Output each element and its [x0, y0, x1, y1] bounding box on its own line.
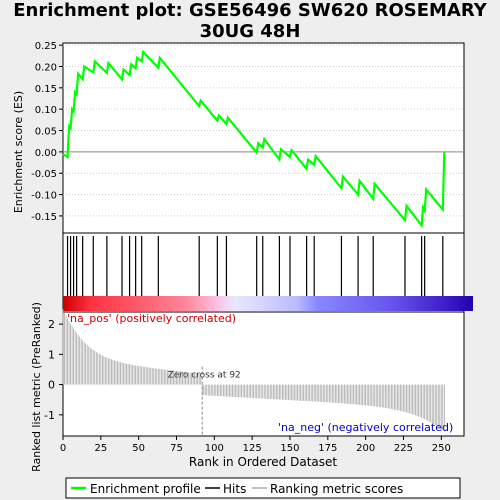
- es-y-tick-label: 0.25: [35, 41, 57, 52]
- legend-entry-hits: Hits: [223, 482, 246, 496]
- es-y-tick-label: 0.20: [35, 62, 57, 73]
- metric-y-axis-label: Ranked list metric (PreRanked): [30, 302, 43, 472]
- chart-title: Enrichment plot: GSE56496 SW620 ROSEMARY…: [0, 0, 500, 42]
- es-y-tick-label: -0.15: [31, 212, 57, 223]
- legend: Enrichment profile Hits Ranking metric s…: [65, 477, 461, 499]
- legend-entry-enrichment-profile: Enrichment profile: [90, 482, 201, 496]
- es-y-tick-label: 0.15: [35, 84, 57, 95]
- zero-cross-label: Zero cross at 92: [168, 371, 241, 381]
- x-tick-label: 75: [170, 443, 183, 454]
- chart-title-line-2: 30UG 48H: [199, 21, 301, 42]
- negative-correlated-label: 'na_neg' (negatively correlated): [278, 421, 453, 434]
- legend-entry-ranking-metric: Ranking metric scores: [270, 482, 403, 496]
- x-tick-label: 50: [132, 443, 145, 454]
- metric-y-tick-label: 2: [48, 318, 55, 331]
- x-tick-label: 200: [356, 443, 375, 454]
- x-tick-label: 225: [394, 443, 413, 454]
- es-y-tick-label: -0.05: [31, 169, 57, 180]
- x-tick-label: 175: [318, 443, 337, 454]
- rank-color-bar: [63, 296, 473, 311]
- x-tick-label: 0: [60, 443, 66, 454]
- es-y-axis-label: Enrichment score (ES): [12, 91, 25, 213]
- chart-title-line-1: Enrichment plot: GSE56496 SW620 ROSEMARY: [13, 0, 487, 21]
- x-tick-label: 250: [432, 443, 451, 454]
- x-axis-label: Rank in Ordered Dataset: [189, 455, 337, 469]
- x-tick-label: 100: [205, 443, 224, 454]
- metric-y-tick-label: -1: [44, 409, 55, 422]
- metric-y-tick-label: 1: [48, 348, 55, 361]
- x-tick-label: 25: [94, 443, 107, 454]
- es-y-tick-label: 0.00: [35, 148, 57, 159]
- metric-y-tick-label: 0: [48, 379, 55, 392]
- x-tick-label: 125: [243, 443, 262, 454]
- x-tick-label: 150: [280, 443, 299, 454]
- es-y-tick-label: -0.10: [31, 191, 57, 202]
- positive-correlated-label: 'na_pos' (positively correlated): [67, 312, 236, 325]
- es-y-tick-label: 0.10: [35, 105, 57, 116]
- es-y-tick-label: 0.05: [35, 127, 57, 138]
- enrichment-profile-line: [62, 49, 446, 229]
